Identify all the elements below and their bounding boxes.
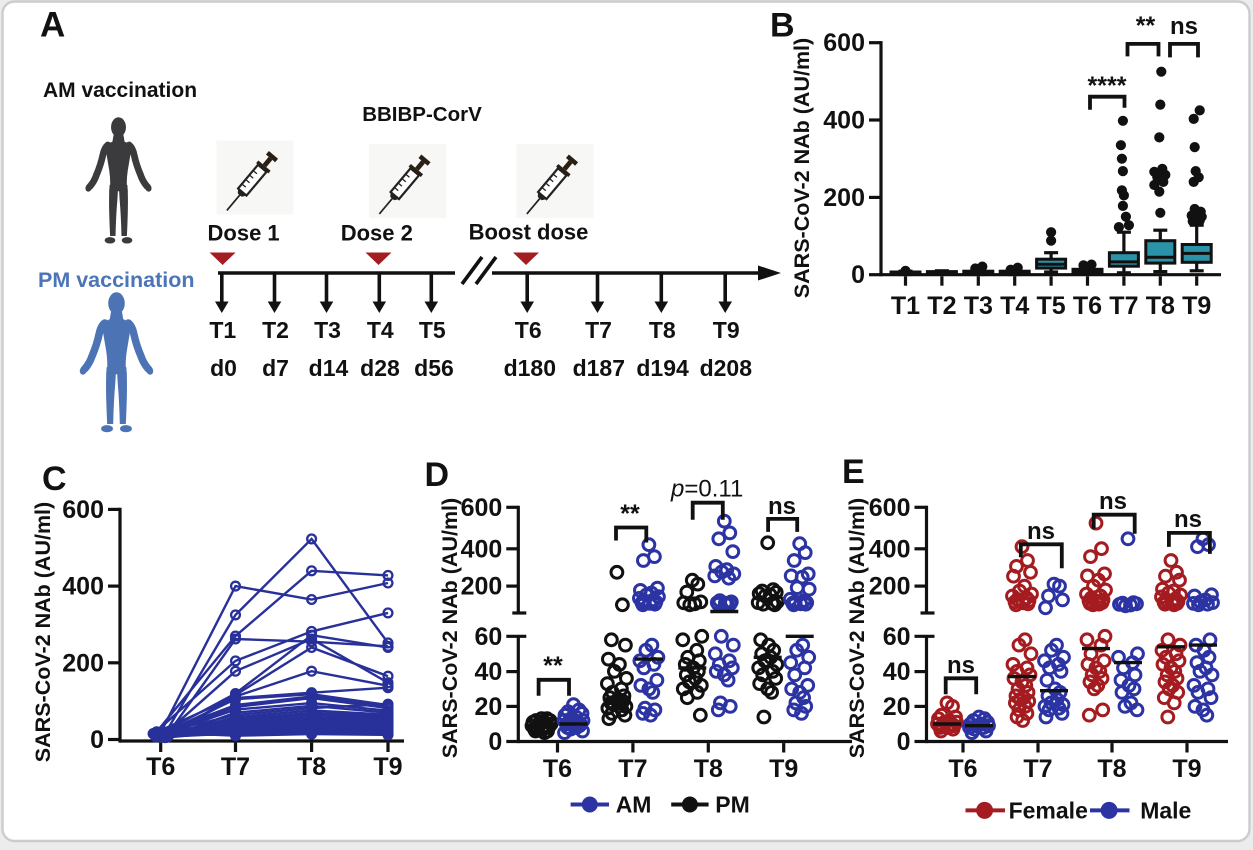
svg-text:T9: T9 [713, 317, 740, 343]
svg-text:d0: d0 [210, 355, 237, 381]
svg-text:****: **** [1088, 72, 1127, 100]
svg-text:T7: T7 [221, 753, 250, 781]
svg-text:0: 0 [488, 728, 502, 756]
svg-text:200: 200 [62, 649, 104, 677]
svg-text:60: 60 [883, 623, 911, 651]
svg-text:T7: T7 [1109, 292, 1138, 320]
svg-text:Male: Male [1140, 798, 1191, 824]
svg-text:T6: T6 [948, 755, 977, 783]
svg-text:T3: T3 [314, 317, 341, 343]
svg-text:C: C [42, 460, 67, 498]
svg-text:d180: d180 [504, 355, 556, 381]
svg-text:SARS-CoV-2 NAb (AU/ml): SARS-CoV-2 NAb (AU/ml) [438, 498, 462, 758]
svg-text:200: 200 [823, 184, 865, 212]
svg-text:Female: Female [1009, 798, 1088, 824]
svg-text:T8: T8 [1097, 755, 1126, 783]
svg-text:ns: ns [1027, 518, 1055, 545]
svg-text:B: B [770, 6, 795, 44]
svg-text:Dose 2: Dose 2 [341, 221, 413, 246]
svg-text:T7: T7 [585, 317, 612, 343]
svg-text:T2: T2 [262, 317, 289, 343]
svg-text:400: 400 [823, 107, 865, 135]
svg-text:T8: T8 [649, 317, 676, 343]
svg-text:AM vaccination: AM vaccination [43, 79, 197, 102]
svg-text:**: ** [1136, 12, 1156, 40]
svg-text:T5: T5 [1037, 292, 1066, 320]
svg-text:T7: T7 [1023, 755, 1052, 783]
svg-text:SARS-CoV-2 NAb (AU/ml): SARS-CoV-2 NAb (AU/ml) [790, 38, 814, 298]
svg-text:T7: T7 [618, 755, 647, 783]
svg-text:**: ** [543, 652, 563, 680]
svg-text:d7: d7 [262, 355, 289, 381]
svg-text:ns: ns [947, 652, 975, 679]
svg-text:ns: ns [1170, 13, 1198, 40]
svg-text:T6: T6 [543, 755, 572, 783]
svg-text:400: 400 [461, 535, 503, 563]
svg-text:T3: T3 [964, 292, 993, 320]
svg-text:200: 200 [461, 573, 503, 601]
svg-text:BBIBP-CorV: BBIBP-CorV [362, 103, 482, 126]
svg-text:0: 0 [897, 728, 911, 756]
svg-text:600: 600 [461, 494, 503, 522]
svg-text:T6: T6 [515, 317, 542, 343]
svg-text:d208: d208 [700, 355, 753, 381]
svg-text:ns: ns [768, 493, 796, 520]
svg-text:T1: T1 [891, 292, 920, 320]
svg-text:A: A [40, 6, 65, 45]
svg-text:ns: ns [1099, 488, 1127, 515]
svg-text:d14: d14 [309, 355, 349, 381]
svg-text:PM: PM [715, 792, 750, 818]
svg-text:T6: T6 [146, 753, 175, 781]
svg-text:T5: T5 [419, 317, 446, 343]
svg-text:D: D [425, 456, 450, 494]
svg-text:T8: T8 [1146, 292, 1175, 320]
svg-text:SARS-CoV-2 NAb (AU/ml): SARS-CoV-2 NAb (AU/ml) [31, 502, 55, 762]
svg-text:d187: d187 [573, 355, 625, 381]
svg-text:T9: T9 [373, 753, 402, 781]
svg-text:T4: T4 [1000, 292, 1029, 320]
svg-text:Boost dose: Boost dose [469, 220, 589, 245]
svg-text:0: 0 [851, 261, 865, 289]
svg-text:T1: T1 [209, 317, 236, 343]
svg-text:T8: T8 [694, 755, 723, 783]
svg-text:T2: T2 [927, 292, 956, 320]
svg-text:T6: T6 [1073, 292, 1102, 320]
svg-text:T4: T4 [367, 317, 394, 343]
svg-text:p=0.11: p=0.11 [670, 476, 743, 503]
svg-text:T9: T9 [1172, 755, 1201, 783]
svg-text:d194: d194 [636, 355, 689, 381]
svg-text:PM vaccination: PM vaccination [38, 268, 195, 292]
svg-text:d28: d28 [360, 355, 400, 381]
svg-text:40: 40 [883, 658, 911, 686]
svg-text:d56: d56 [414, 355, 454, 381]
svg-text:200: 200 [869, 573, 911, 601]
svg-text:E: E [842, 453, 865, 491]
svg-text:40: 40 [474, 658, 502, 686]
svg-text:600: 600 [62, 496, 104, 524]
svg-text:20: 20 [883, 693, 911, 721]
svg-text:400: 400 [62, 573, 104, 601]
svg-text:T8: T8 [297, 753, 326, 781]
svg-text:T9: T9 [1182, 292, 1211, 320]
svg-text:0: 0 [90, 726, 104, 754]
svg-text:AM: AM [616, 792, 652, 818]
svg-text:Dose 1: Dose 1 [208, 221, 280, 246]
svg-text:600: 600 [823, 29, 865, 57]
svg-text:600: 600 [869, 494, 911, 522]
svg-text:20: 20 [474, 693, 502, 721]
svg-text:400: 400 [869, 535, 911, 563]
svg-text:ns: ns [1174, 506, 1202, 533]
svg-text:T9: T9 [769, 755, 798, 783]
svg-text:SARS-CoV-2 NAb (AU/ml): SARS-CoV-2 NAb (AU/ml) [845, 498, 869, 758]
svg-text:**: ** [620, 500, 640, 528]
svg-text:60: 60 [474, 623, 502, 651]
